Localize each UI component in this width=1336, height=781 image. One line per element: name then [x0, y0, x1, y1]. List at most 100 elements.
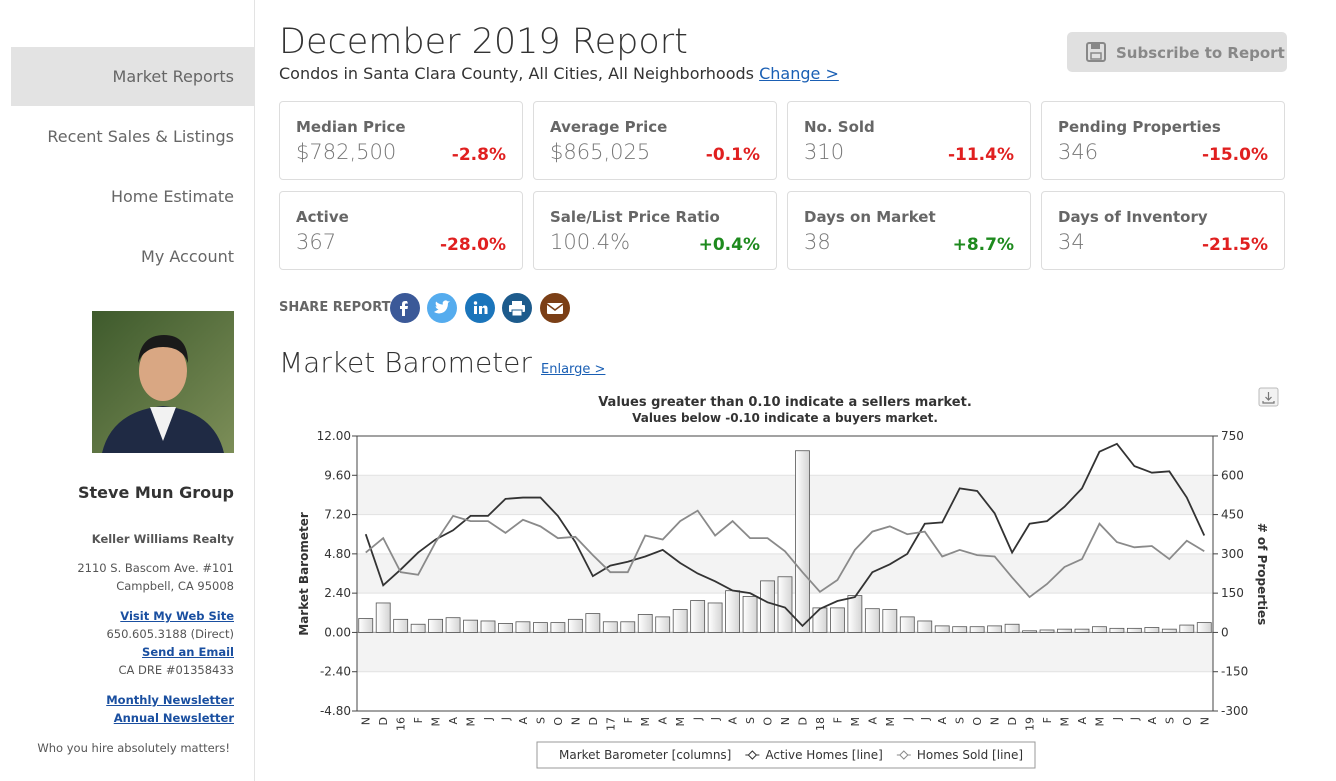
x-tick-label: S [744, 717, 757, 724]
nav-item[interactable]: Market Reports [11, 47, 254, 106]
report-title: December 2019 Report [279, 22, 688, 62]
agent-license: CA DRE #01358433 [118, 663, 235, 677]
x-tick-label: N [779, 717, 792, 725]
enlarge-link[interactable]: Enlarge > [541, 362, 606, 377]
stat-label: No. Sold [804, 118, 875, 136]
x-tick-label: J [1128, 717, 1141, 721]
y-tick-label: 12.00 [317, 429, 351, 443]
newsletter-link[interactable]: Annual Newsletter [113, 711, 234, 725]
subscribe-button[interactable]: Subscribe to Report [1067, 32, 1287, 72]
bar [1074, 628, 1090, 633]
agent-name: Steve Mun Group [77, 483, 234, 502]
stat-label: Median Price [296, 118, 406, 136]
x-tick-label: N [989, 717, 1002, 725]
share-icons [390, 293, 570, 323]
x-tick-label: M [639, 717, 652, 727]
bar [498, 623, 513, 633]
y-tick-label: 4.80 [324, 547, 351, 561]
x-tick-label: O [1181, 717, 1194, 726]
change-link[interactable]: Change > [759, 64, 839, 83]
stat-value: $865,025 [550, 140, 651, 164]
x-tick-label: J [709, 717, 722, 721]
chart-subtitle: Values below -0.10 indicate a buyers mar… [632, 411, 938, 425]
bar [515, 621, 531, 633]
stat-change: -15.0% [1201, 145, 1268, 165]
stat-change: +0.4% [698, 235, 760, 255]
nav-item[interactable]: Recent Sales & Listings [47, 127, 234, 146]
email-button[interactable] [540, 293, 570, 323]
bar [428, 618, 444, 633]
x-tick-label: J [692, 717, 705, 721]
bar [480, 620, 496, 633]
x-tick-label: 18 [814, 717, 827, 731]
nav-item[interactable]: My Account [141, 247, 234, 266]
stat-card: Active 367 -28.0% [279, 191, 523, 270]
x-tick-label: J [919, 717, 932, 721]
email-link[interactable]: Send an Email [142, 645, 234, 659]
bar [585, 613, 601, 633]
x-tick-label: N [1198, 717, 1211, 725]
x-tick-label: O [552, 717, 565, 726]
stat-card: Pending Properties 346 -15.0% [1041, 101, 1285, 180]
x-tick-label: A [447, 717, 460, 725]
x-tick-label: J [901, 717, 914, 721]
bar [463, 619, 478, 633]
bar [1109, 627, 1125, 633]
y-tick-label: -4.80 [320, 704, 351, 718]
section-title: Market Barometer [279, 346, 532, 379]
stat-value: 100.4% [550, 230, 631, 254]
x-tick-label: N [360, 717, 373, 725]
stat-value: 38 [804, 230, 831, 254]
line [364, 442, 1206, 628]
bar [1039, 629, 1055, 633]
bar [1022, 630, 1037, 633]
stat-card: Sale/List Price Ratio 100.4% +0.4% [533, 191, 777, 270]
bar [864, 608, 880, 633]
stat-change: -21.5% [1201, 235, 1268, 255]
bar [899, 616, 915, 633]
bar [410, 623, 426, 633]
agent-phone: 650.605.3188 (Direct) [106, 627, 234, 641]
stat-value: 367 [296, 230, 337, 254]
website-link[interactable]: Visit My Web Site [120, 609, 234, 623]
print-button[interactable] [502, 293, 532, 323]
x-tick-label: J [499, 717, 512, 721]
x-tick-label: O [971, 717, 984, 726]
bar [795, 450, 810, 633]
bar [934, 625, 950, 633]
y-tick-label: -2.40 [320, 665, 351, 679]
bar [760, 580, 775, 633]
bar [375, 602, 391, 633]
x-tick-label: A [657, 717, 670, 725]
bar [882, 609, 898, 633]
nav-item[interactable]: Home Estimate [110, 187, 234, 206]
bar [550, 622, 566, 633]
x-tick-label: J [482, 717, 495, 721]
plot-border [356, 435, 1214, 712]
x-tick-label: M [849, 717, 862, 727]
bar [567, 618, 583, 633]
stat-card: Days on Market 38 +8.7% [787, 191, 1031, 270]
bar [690, 600, 706, 633]
stat-label: Average Price [550, 118, 668, 136]
linkedin-button[interactable] [465, 293, 495, 323]
x-tick-label: F [831, 717, 844, 723]
x-tick-label: A [936, 717, 949, 725]
x-tick-label: A [727, 717, 740, 725]
x-tick-label: F [622, 717, 635, 723]
download-button[interactable] [1258, 387, 1279, 407]
stat-change: -28.0% [439, 235, 506, 255]
x-tick-label: S [1163, 717, 1176, 724]
facebook-button[interactable] [390, 293, 420, 323]
x-tick-label: M [465, 717, 478, 727]
bar [393, 618, 409, 633]
twitter-button[interactable] [427, 293, 457, 323]
x-tick-label: S [954, 717, 967, 724]
y2-tick-label: 0 [1221, 625, 1229, 639]
newsletter-link[interactable]: Monthly Newsletter [106, 693, 234, 707]
stat-label: Active [296, 208, 349, 226]
agent-address: 2110 S. Bascom Ave. #101 [77, 561, 234, 575]
stat-label: Pending Properties [1058, 118, 1221, 136]
stat-value: $782,500 [296, 140, 397, 164]
